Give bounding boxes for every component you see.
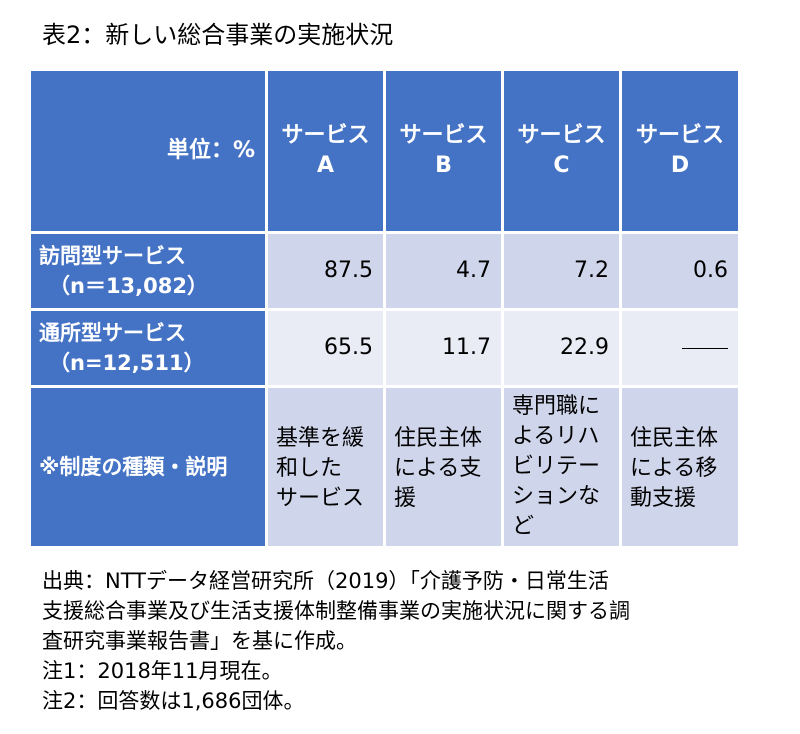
desc-line: 和した — [276, 456, 343, 481]
header-service-a-line2: A — [316, 153, 335, 178]
implementation-status-table: 単位：% サービス A サービス B サービス C サービス D 訪問型サービス… — [28, 68, 741, 549]
dash-line — [682, 347, 728, 349]
row-label-line1: 通所型サービス — [39, 321, 186, 345]
table-row: 訪問型サービス （n＝13,082） 87.5 4.7 7.2 0.6 — [28, 231, 741, 311]
header-service-c: サービス C — [501, 68, 622, 234]
row-label-day-service: 通所型サービス （n=12,511） — [28, 308, 268, 388]
header-service-a-line1: サービス — [281, 123, 370, 148]
description-service-d: 住民主体 による移 動支援 — [619, 385, 741, 549]
cell-value-empty — [619, 308, 741, 388]
row-label-line2: （n＝13,082） — [49, 274, 208, 298]
note-line: 査研究事業報告書」を基に作成。 — [42, 629, 357, 653]
cell-value: 0.6 — [619, 231, 741, 311]
page-title: 表2：新しい総合事業の実施状況 — [42, 21, 394, 49]
cell-value: 65.5 — [265, 308, 386, 388]
row-label-line1: 訪問型サービス — [39, 244, 186, 268]
header-service-b-line2: B — [435, 153, 452, 178]
unit-label: 単位：% — [28, 68, 268, 234]
desc-line: ションな — [512, 484, 601, 509]
cell-value: 22.9 — [501, 308, 622, 388]
desc-line: 援 — [394, 486, 417, 511]
desc-line: による支 — [394, 456, 482, 481]
header-service-b: サービス B — [383, 68, 504, 234]
note-line: 出典：NTTデータ経営研究所（2019）「介護予防・日常生活 — [42, 569, 609, 593]
row-label-home-visit: 訪問型サービス （n＝13,082） — [28, 231, 268, 311]
header-service-c-line2: C — [553, 153, 570, 178]
table-row-description: ※制度の種類・説明 基準を緩 和した サービス 住民主体 による支 援 専門職に… — [28, 385, 741, 549]
desc-line: サービス — [276, 486, 365, 511]
header-service-d-line1: サービス — [635, 123, 724, 148]
row-label-line2: （n=12,511） — [49, 351, 205, 375]
header-service-b-line1: サービス — [399, 123, 488, 148]
cell-value: 4.7 — [383, 231, 504, 311]
note-line: 注1：2018年11月現在。 — [42, 659, 283, 683]
description-service-c: 専門職に よるリハ ビリテー ションな ど — [501, 385, 622, 549]
desc-line: による移 — [630, 456, 718, 481]
desc-line: ど — [512, 514, 535, 539]
header-service-c-line1: サービス — [517, 123, 606, 148]
description-service-b: 住民主体 による支 援 — [383, 385, 504, 549]
desc-line: 動支援 — [630, 486, 697, 511]
cell-value: 7.2 — [501, 231, 622, 311]
desc-line: 基準を緩 — [276, 426, 365, 451]
header-service-d-line2: D — [670, 153, 690, 178]
description-service-a: 基準を緩 和した サービス — [265, 385, 386, 549]
cell-value: 87.5 — [265, 231, 386, 311]
header-service-d: サービス D — [619, 68, 741, 234]
note-line: 支援総合事業及び生活支援体制整備事業の実施状況に関する調 — [42, 599, 630, 623]
desc-line: 専門職に — [512, 394, 601, 419]
table-row: 通所型サービス （n=12,511） 65.5 11.7 22.9 — [28, 308, 741, 388]
desc-line: 住民主体 — [630, 426, 719, 451]
source-notes: 出典：NTTデータ経営研究所（2019）「介護予防・日常生活 支援総合事業及び生… — [42, 566, 742, 716]
note-line: 注2：回答数は1,686団体。 — [42, 689, 305, 713]
cell-value: 11.7 — [383, 308, 504, 388]
desc-line: 住民主体 — [394, 426, 483, 451]
desc-line: ビリテー — [512, 454, 601, 479]
header-service-a: サービス A — [265, 68, 386, 234]
table-header-row: 単位：% サービス A サービス B サービス C サービス D — [28, 68, 741, 234]
desc-line: よるリハ — [512, 424, 600, 449]
row-label-description: ※制度の種類・説明 — [28, 385, 268, 549]
